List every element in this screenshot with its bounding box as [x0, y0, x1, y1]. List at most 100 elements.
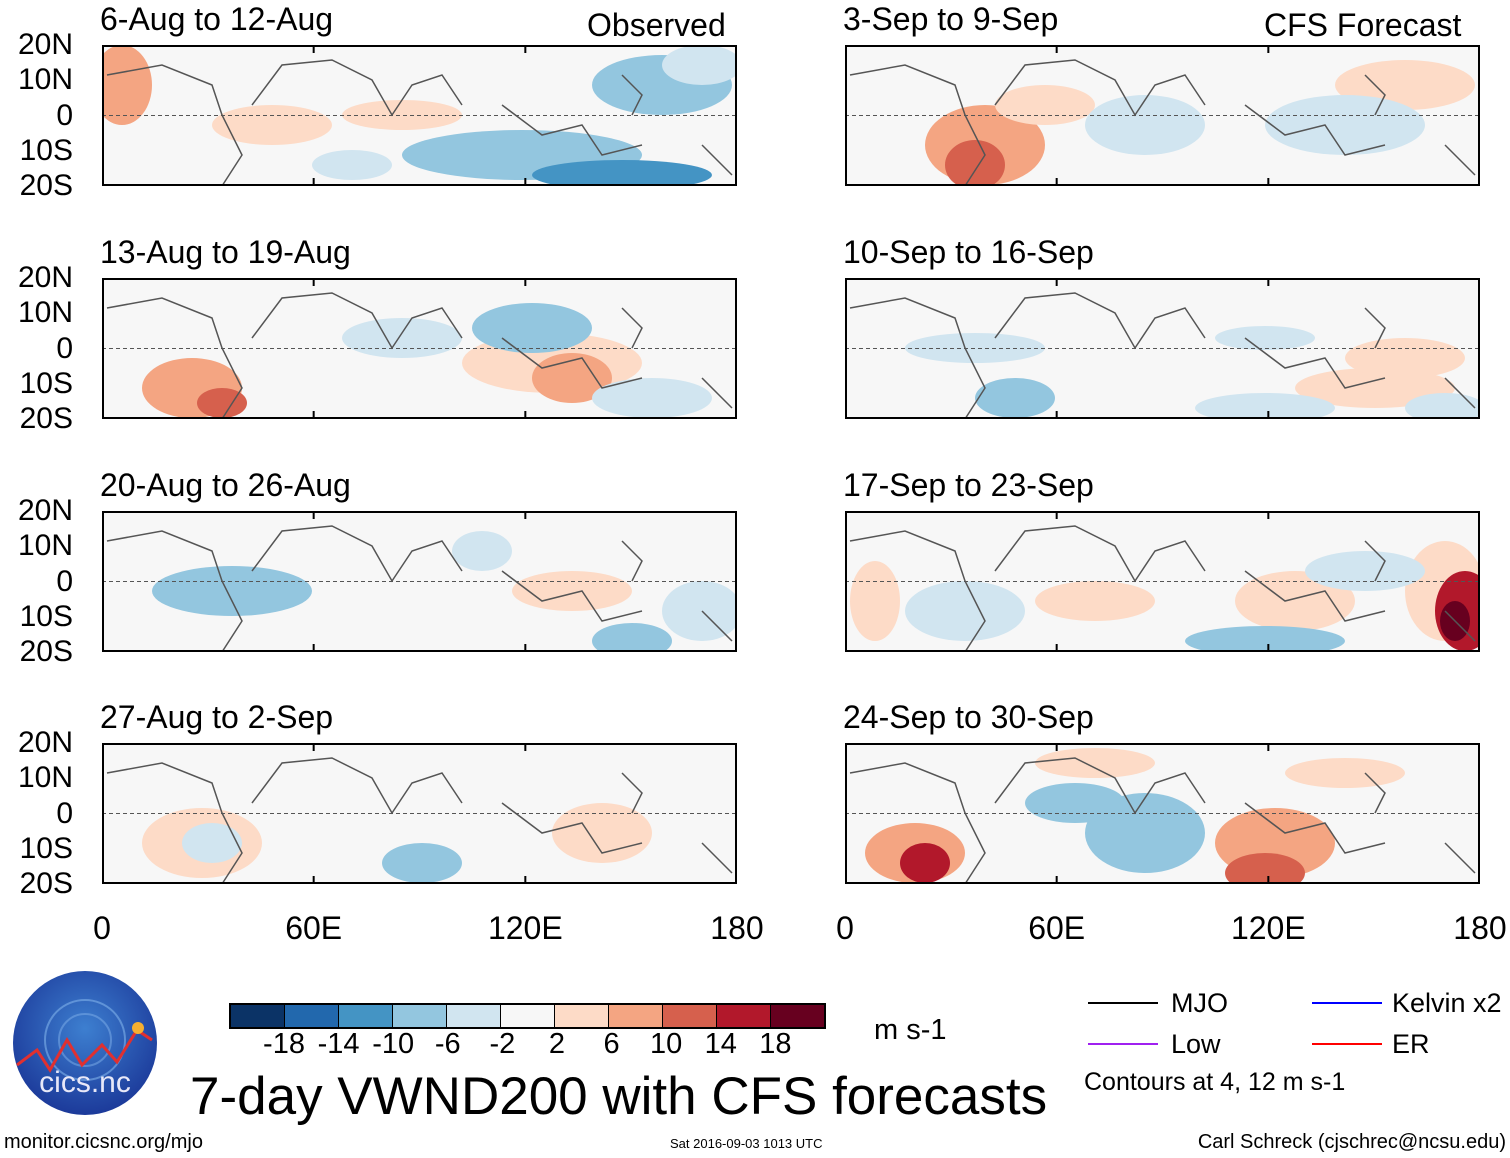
- map-panel-forecast-1: [845, 45, 1480, 186]
- coastline: [849, 757, 1476, 884]
- anomaly-shading: [342, 100, 462, 130]
- colorbar-swatch: [285, 1005, 339, 1027]
- panel-title: 3-Sep to 9-Sep: [843, 1, 1059, 37]
- colorbar-label: -18: [263, 1028, 305, 1060]
- x-tick-label: 120E: [1230, 910, 1306, 946]
- y-tick-label: 20N: [17, 494, 73, 527]
- y-tick-label: 20N: [17, 28, 73, 61]
- anomaly-shading: [342, 318, 462, 358]
- map-panel-observed-1: [102, 45, 737, 186]
- y-tick-label: 10S: [19, 831, 73, 865]
- coastline: [106, 292, 733, 419]
- anomaly-shading: [1295, 368, 1455, 408]
- anomaly-shading: [592, 623, 672, 652]
- colorbar-swatch: [609, 1005, 663, 1027]
- anomaly-shading: [1265, 95, 1425, 155]
- anomaly-shading: [512, 571, 632, 611]
- panel-frame: [102, 278, 737, 419]
- panel-title: 6-Aug to 12-Aug: [100, 1, 334, 37]
- forecast-header: CFS Forecast: [1264, 7, 1462, 43]
- anomaly-shading: [532, 160, 712, 186]
- panel-title: 13-Aug to 19-Aug: [100, 234, 351, 270]
- colorbar-swatch: [663, 1005, 717, 1027]
- units-label: m s-1: [874, 1014, 947, 1046]
- svg-text:cics.nc: cics.nc: [39, 1066, 131, 1099]
- anomaly-shading: [1225, 853, 1305, 884]
- colorbar-label: -14: [317, 1028, 360, 1060]
- x-tick-label: 0: [93, 910, 111, 946]
- coastline: [849, 59, 1476, 186]
- anomaly-shading: [1035, 581, 1155, 621]
- y-tick-label: 20N: [17, 261, 73, 294]
- y-tick-label: 0: [56, 564, 73, 598]
- colorbar-swatch: [231, 1005, 285, 1027]
- anomaly-shading: [382, 843, 462, 883]
- y-tick-label: 20N: [17, 726, 73, 759]
- legend-line-kelvin: [1312, 1002, 1382, 1004]
- panel-frame: [845, 278, 1480, 419]
- colorbar-label: 6: [603, 1028, 620, 1060]
- anomaly-shading: [662, 45, 737, 85]
- panel-frame: [102, 45, 737, 186]
- colorbar-label: -10: [372, 1028, 415, 1060]
- y-tick-label: 0: [56, 331, 73, 365]
- anomaly-shading: [995, 85, 1095, 125]
- colorbar-label: 14: [704, 1028, 737, 1060]
- coastline: [106, 525, 733, 652]
- map-panel-forecast-2: [845, 278, 1480, 419]
- coastline: [106, 757, 733, 884]
- colorbar-label: 10: [650, 1028, 683, 1060]
- y-tick-label: 20S: [19, 169, 73, 202]
- x-tick-label: 120E: [487, 910, 563, 946]
- anomaly-shading: [1405, 393, 1480, 419]
- anomaly-shading: [975, 378, 1055, 418]
- observed-header: Observed: [587, 7, 726, 43]
- panel-frame: [102, 511, 737, 652]
- anomaly-shading: [945, 140, 1005, 186]
- colorbar: [229, 1003, 826, 1029]
- legend-label-low: Low: [1171, 1029, 1221, 1059]
- colorbar-swatch: [393, 1005, 447, 1027]
- legend-label-er: ER: [1392, 1029, 1430, 1059]
- legend-label-kelvin: Kelvin x2: [1392, 988, 1502, 1018]
- map-panel-observed-4: [102, 743, 737, 884]
- anomaly-shading: [900, 843, 950, 883]
- panel-frame: [845, 45, 1480, 186]
- colorbar-label: 18: [759, 1028, 792, 1060]
- anomaly-shading: [1035, 748, 1155, 778]
- panel-title: 10-Sep to 16-Sep: [843, 234, 1094, 270]
- x-tick-label: 180: [1453, 910, 1507, 946]
- panel-frame: [845, 743, 1480, 884]
- panel-title: 24-Sep to 30-Sep: [843, 699, 1094, 735]
- legend-label-mjo: MJO: [1171, 988, 1228, 1018]
- anomaly-shading: [102, 45, 152, 125]
- anomaly-shading: [197, 388, 247, 418]
- colorbar-swatch: [717, 1005, 771, 1027]
- x-tick-label: 0: [836, 910, 854, 946]
- anomaly-shading: [1195, 393, 1335, 419]
- y-tick-label: 10S: [19, 599, 73, 633]
- author-credit: Carl Schreck (cjschrec@ncsu.edu): [1197, 1131, 1506, 1153]
- y-tick-label: 0: [56, 796, 73, 830]
- y-tick-label: 10N: [17, 761, 73, 795]
- anomaly-shading: [472, 303, 592, 353]
- legend-line-er: [1312, 1043, 1382, 1045]
- map-panel-observed-3: [102, 511, 737, 652]
- anomaly-shading: [312, 150, 392, 180]
- anomaly-shading: [662, 581, 737, 641]
- anomaly-shading: [592, 378, 712, 418]
- map-panel-forecast-4: [845, 743, 1480, 884]
- y-tick-label: 10S: [19, 133, 73, 167]
- colorbar-label: -2: [489, 1028, 516, 1060]
- colorbar-swatch: [339, 1005, 393, 1027]
- map-panel-observed-2: [102, 278, 737, 419]
- y-tick-label: 10N: [17, 63, 73, 97]
- source-url: monitor.cicsnc.org/mjo: [4, 1131, 203, 1153]
- panel-title: 27-Aug to 2-Sep: [100, 699, 334, 735]
- map-panel-forecast-3: [845, 511, 1480, 652]
- y-tick-label: 20S: [19, 635, 73, 668]
- legend-line-low: [1088, 1043, 1158, 1045]
- figure-title: 7-day VWND200 with CFS forecasts: [190, 1067, 1048, 1126]
- x-tick-label: 60E: [285, 910, 343, 946]
